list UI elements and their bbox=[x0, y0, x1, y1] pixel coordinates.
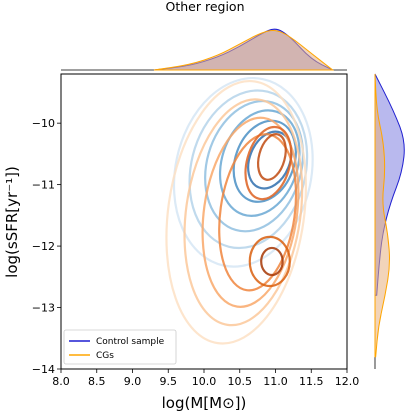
cgs-contour bbox=[201, 116, 300, 308]
y-tick-label: −10 bbox=[32, 117, 55, 130]
x-axis-label: log(M[M⊙]) bbox=[162, 394, 247, 412]
cgs-contour bbox=[165, 79, 308, 345]
y-axis-label: log(sSFR[yr⁻¹]) bbox=[3, 166, 21, 278]
y-tick-label: −11 bbox=[32, 179, 55, 192]
cgs-contour bbox=[257, 133, 287, 181]
x-tick-label: 10.0 bbox=[192, 375, 217, 388]
y-tick-label: −13 bbox=[32, 302, 55, 315]
main-contour-plot: 8.0 8.5 9.0 9.5 10.0 10.5 11.0 11.5 12.0 −10−11−… bbox=[32, 73, 359, 388]
x-tick-label: 12.0 bbox=[335, 375, 360, 388]
cgs-contour bbox=[260, 246, 284, 277]
control-contour bbox=[218, 109, 301, 217]
y-tick-label: −12 bbox=[32, 240, 55, 253]
x-tick-label: 9.5 bbox=[160, 375, 178, 388]
control-contour bbox=[204, 99, 305, 233]
chart-title: Other region bbox=[166, 0, 245, 14]
control-contour bbox=[188, 89, 309, 250]
cgs-contour bbox=[183, 98, 304, 327]
x-axis-ticks: 8.0 8.5 9.0 9.5 10.0 10.5 11.0 11.5 12.0 bbox=[52, 369, 359, 388]
x-tick-label: 11.0 bbox=[263, 375, 288, 388]
legend-label-cgs: CGs bbox=[96, 351, 114, 361]
x-tick-label: 11.5 bbox=[299, 375, 324, 388]
legend-box bbox=[63, 329, 177, 365]
cgs-marginal-x bbox=[153, 30, 335, 71]
y-tick-label: −14 bbox=[32, 363, 55, 376]
cgs-contour bbox=[244, 125, 293, 201]
y-axis-ticks: −10 −11 −12 −13 −14 bbox=[32, 117, 61, 376]
x-tick-label: 8.0 bbox=[52, 375, 70, 388]
x-tick-label: 8.5 bbox=[88, 375, 106, 388]
contour-layer bbox=[165, 76, 314, 345]
cgs-contour bbox=[218, 133, 298, 292]
control-contour bbox=[232, 119, 297, 203]
legend-label-control: Control sample bbox=[96, 337, 165, 347]
legend: Control sample CGs bbox=[63, 329, 177, 365]
top-marginal-plot bbox=[61, 28, 347, 71]
x-tick-label: 10.5 bbox=[228, 375, 253, 388]
cgs-contour bbox=[248, 235, 291, 288]
right-marginal-plot bbox=[374, 73, 405, 369]
cgs-marginal-y bbox=[374, 73, 390, 358]
x-tick-label: 9.0 bbox=[124, 375, 142, 388]
